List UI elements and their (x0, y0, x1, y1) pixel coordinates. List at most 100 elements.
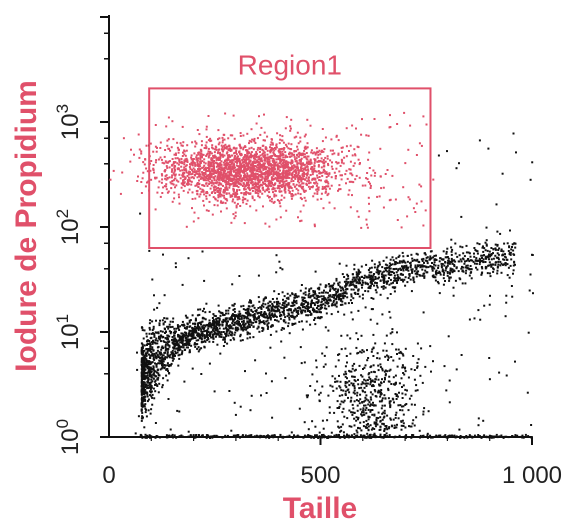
data-point (372, 364, 375, 367)
data-point (324, 297, 327, 300)
data-point (265, 392, 268, 394)
region-point (369, 182, 371, 185)
data-point (509, 251, 512, 254)
data-point (151, 348, 154, 351)
data-point (432, 360, 434, 363)
data-point (257, 326, 260, 329)
data-point (273, 290, 276, 293)
region-point (150, 160, 153, 162)
region-point (345, 182, 347, 185)
data-point (148, 249, 151, 252)
data-point (511, 295, 514, 298)
data-point (377, 270, 380, 273)
data-point (272, 309, 275, 312)
region-point (313, 158, 316, 161)
data-point (509, 253, 512, 256)
data-point (328, 295, 331, 298)
data-point (331, 385, 334, 388)
data-point (489, 255, 492, 258)
data-point (358, 427, 361, 430)
data-point (405, 267, 408, 269)
region-point (232, 193, 235, 195)
data-point (416, 342, 419, 345)
data-point (465, 251, 468, 254)
data-point (143, 426, 146, 429)
data-point (151, 332, 154, 335)
data-point (168, 330, 171, 333)
data-point (335, 302, 338, 305)
data-point (312, 293, 315, 296)
data-point (346, 417, 349, 420)
data-point (144, 386, 146, 389)
data-point (205, 334, 208, 337)
data-point (434, 264, 437, 267)
region-point (300, 167, 303, 170)
data-point (368, 267, 371, 270)
data-point (171, 336, 174, 338)
region-point (284, 143, 287, 146)
region-point (304, 199, 307, 202)
data-point (374, 276, 377, 278)
data-point (203, 335, 206, 338)
data-point (194, 345, 197, 348)
data-point (152, 373, 155, 376)
data-point (365, 419, 368, 422)
data-point (369, 403, 372, 406)
data-point (377, 417, 380, 420)
data-point (305, 305, 308, 308)
data-point (175, 347, 178, 350)
data-point (194, 328, 197, 331)
data-point (246, 317, 248, 320)
region-point (328, 187, 331, 190)
data-point (361, 297, 364, 300)
data-point (141, 364, 144, 367)
data-point (280, 328, 283, 331)
data-point (393, 383, 396, 386)
data-point (203, 317, 206, 320)
data-point (285, 305, 288, 308)
data-point (158, 356, 161, 359)
data-point (202, 328, 205, 331)
data-point (452, 286, 455, 289)
data-point (326, 437, 329, 439)
data-point (172, 353, 175, 356)
data-point (401, 278, 404, 281)
data-point (327, 296, 330, 299)
data-point (164, 358, 166, 361)
region-point (268, 195, 271, 198)
data-point (426, 434, 429, 437)
data-point (146, 361, 149, 364)
region-point (143, 163, 146, 166)
region-point (284, 160, 287, 163)
data-point (240, 326, 243, 329)
data-point (338, 433, 340, 436)
data-point (332, 284, 335, 287)
data-point (152, 341, 155, 344)
data-point (166, 342, 169, 345)
data-point (402, 405, 405, 408)
region-point (320, 166, 323, 169)
region-point (195, 154, 198, 157)
data-point (310, 287, 313, 290)
region-point (242, 148, 245, 151)
data-point (344, 365, 347, 368)
region-point (259, 166, 262, 169)
data-point (465, 435, 468, 437)
data-point (494, 435, 497, 438)
data-point (318, 431, 321, 434)
region-point (316, 198, 319, 201)
data-point (191, 314, 194, 317)
data-point (140, 393, 143, 396)
region-point (282, 166, 285, 169)
region-point (254, 142, 257, 144)
data-point (423, 252, 426, 255)
region-point (224, 169, 226, 172)
data-point (140, 435, 143, 438)
data-point (359, 408, 362, 411)
data-point (466, 264, 469, 267)
data-point (462, 270, 465, 273)
data-point (410, 253, 413, 256)
data-point (300, 284, 303, 286)
data-point (316, 296, 319, 299)
data-point (185, 334, 188, 337)
